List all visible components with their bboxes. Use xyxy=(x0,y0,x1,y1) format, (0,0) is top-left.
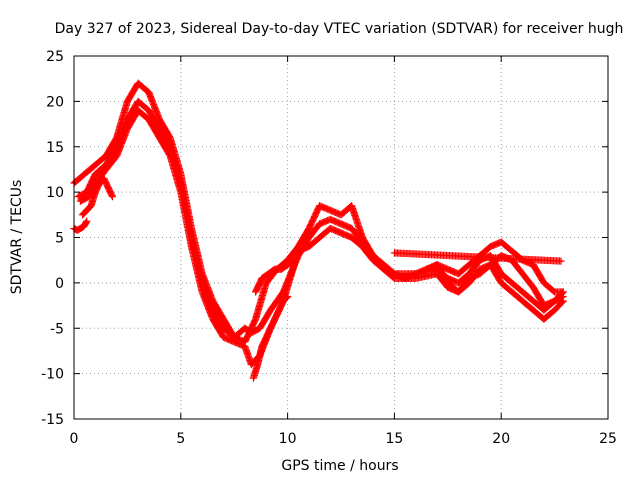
data-point-marker xyxy=(284,292,292,301)
data-point-marker xyxy=(307,220,315,229)
data-point-marker xyxy=(290,256,298,264)
chart-title: Day 327 of 2023, Sidereal Day-to-day VTE… xyxy=(55,21,624,37)
y-tick-label: -5 xyxy=(50,321,64,337)
data-point-marker xyxy=(249,320,257,329)
data-point-marker xyxy=(165,151,174,159)
data-point-marker xyxy=(250,318,258,326)
data-point-marker xyxy=(82,218,90,226)
data-point-marker xyxy=(558,289,566,297)
data-point-marker xyxy=(559,288,567,296)
grid-lines xyxy=(74,56,608,419)
data-point-marker xyxy=(248,322,257,330)
data-point-marker xyxy=(309,216,317,225)
y-tick-label: 20 xyxy=(46,94,64,110)
data-point-marker xyxy=(312,210,320,218)
x-tick-label: 10 xyxy=(279,431,297,447)
data-point-marker xyxy=(305,224,313,233)
data-point-marker xyxy=(242,335,250,343)
data-point-marker xyxy=(108,193,117,201)
y-tick-label: 10 xyxy=(46,185,64,201)
data-point-marker xyxy=(243,332,251,341)
data-point-marker xyxy=(314,206,322,214)
data-point-marker xyxy=(165,141,174,150)
data-point-marker xyxy=(307,219,316,227)
data-point-marker xyxy=(311,211,319,219)
x-tick-label: 20 xyxy=(492,431,510,447)
y-axis-label: SDTVAR / TECUs xyxy=(9,180,25,295)
data-point-marker xyxy=(558,298,566,306)
axis-ticks: 0 5 10 15 20 25 -15 -10 -5 0 5 10 15 20 25 xyxy=(41,49,617,447)
data-point-marker xyxy=(165,132,174,141)
data-point-marker xyxy=(310,214,318,222)
data-point-marker xyxy=(559,297,567,305)
x-tick-label: 15 xyxy=(385,431,403,447)
y-tick-label: 15 xyxy=(46,140,64,156)
data-point-marker xyxy=(250,319,258,327)
x-tick-label: 25 xyxy=(599,431,617,447)
y-tick-label: 5 xyxy=(55,231,64,247)
data-point-marker xyxy=(312,208,321,217)
y-tick-label: 0 xyxy=(55,276,64,292)
data-point-marker xyxy=(289,257,297,265)
data-point-marker xyxy=(306,222,314,230)
data-point-marker xyxy=(241,336,250,345)
data-point-marker xyxy=(313,207,321,215)
data-point-marker xyxy=(305,223,314,231)
data-point-marker xyxy=(283,293,291,301)
data-point-marker xyxy=(108,191,116,199)
data-point-marker xyxy=(248,323,256,331)
data-point-marker xyxy=(308,218,316,226)
data-point-marker xyxy=(309,215,317,223)
data-point-marker xyxy=(557,257,565,265)
data-point-marker xyxy=(311,212,319,221)
y-tick-label: -15 xyxy=(41,412,64,428)
y-tick-label: 25 xyxy=(46,49,64,65)
y-tick-label: -10 xyxy=(41,367,64,383)
data-point-marker xyxy=(251,316,259,325)
data-point-marker xyxy=(83,217,91,225)
data-points xyxy=(70,79,567,382)
x-tick-label: 5 xyxy=(176,431,185,447)
x-axis-label: GPS time / hours xyxy=(281,458,398,474)
data-point-marker xyxy=(243,334,251,342)
x-tick-label: 0 xyxy=(70,431,79,447)
